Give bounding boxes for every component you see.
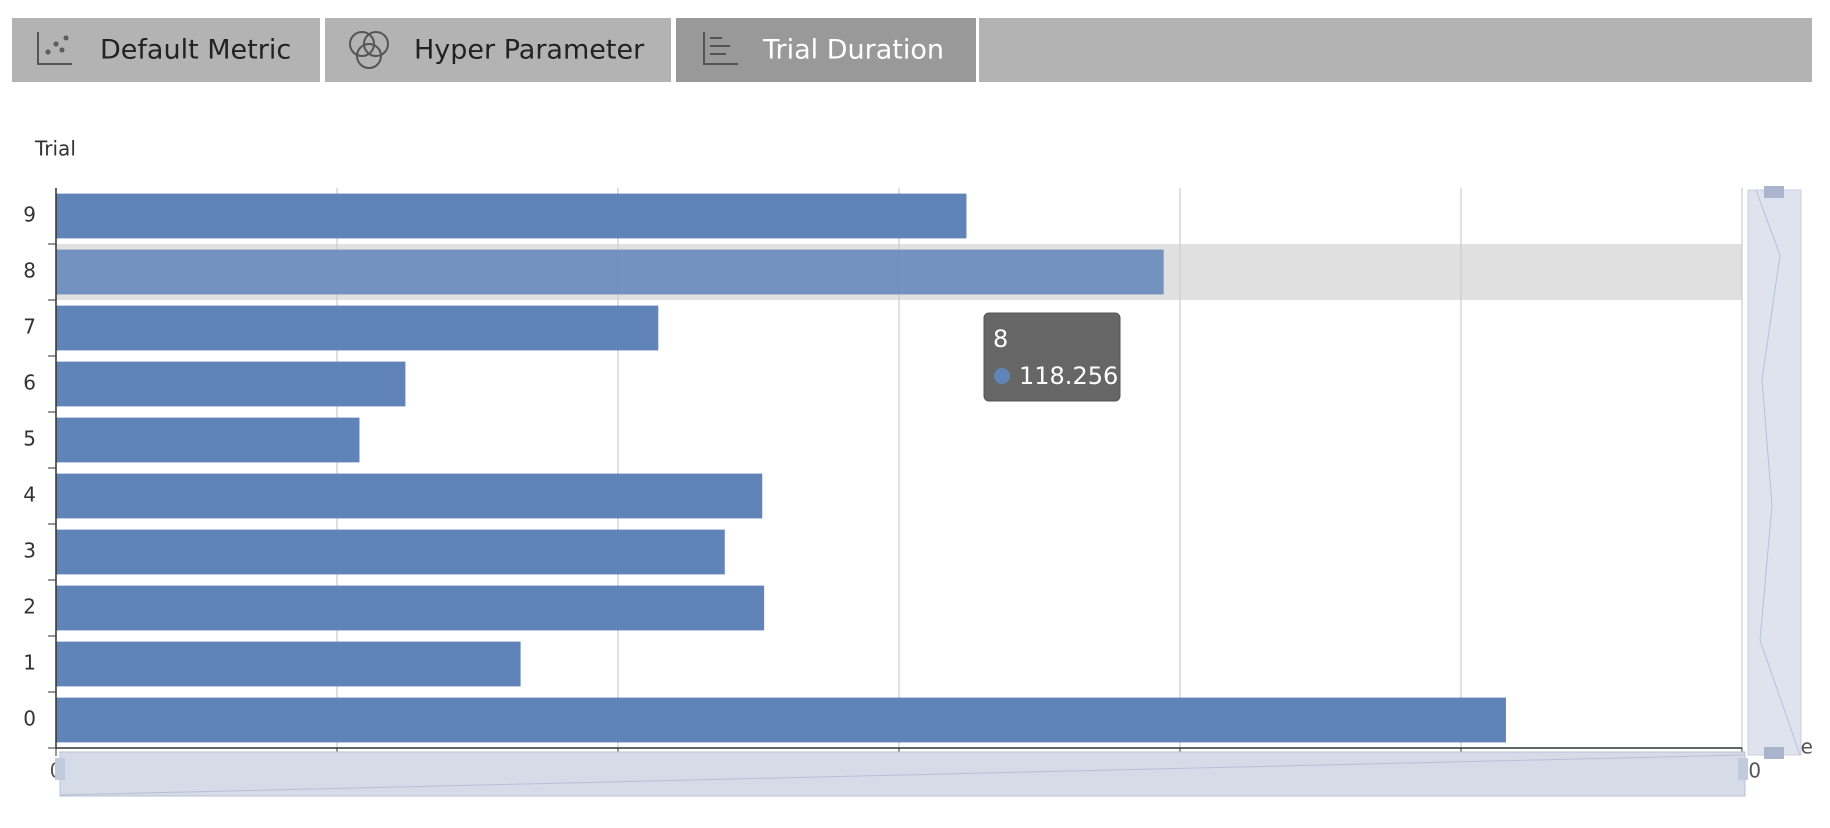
bar [56,249,1164,295]
tooltip-marker [994,368,1010,384]
bar [56,193,967,239]
y-tick-label: 2 [23,595,36,619]
y-axis-label: Trial [34,137,76,161]
right-zoom-slider[interactable] [1747,186,1802,759]
y-tick-label: 6 [23,371,36,395]
tab-label: Trial Duration [762,35,944,66]
y-tick-label: 4 [23,483,36,507]
plot: 03060901201501800123456789 [23,188,1761,783]
y-tick-label: 8 [23,259,36,283]
bottom-zoom-slider[interactable] [55,751,1748,797]
bar [56,473,763,519]
tooltip-value: 118.256 [1019,362,1118,390]
tab-active[interactable] [676,18,976,82]
bar [56,417,360,463]
bar [56,697,1506,743]
y-tick-label: 0 [23,707,36,731]
bar [56,361,406,407]
bar [56,585,765,631]
y-tick-label: 1 [23,651,36,675]
bar [56,529,725,575]
tab-icon [37,32,72,65]
y-tick-label: 9 [23,203,36,227]
tooltip-title: 8 [993,325,1008,353]
tab-label: Default Metric [100,35,291,66]
tooltip: 8 118.256 [983,312,1121,402]
tab[interactable] [325,18,671,82]
bar [56,641,521,687]
tab-icon [703,32,738,65]
y-tick-label: 7 [23,315,36,339]
tab-icon [349,31,389,69]
tab-bar-filler [979,18,1812,82]
y-tick-label: 3 [23,539,36,563]
y-tick-label: 5 [23,427,36,451]
tab-label: Hyper Parameter [414,35,645,66]
bar [56,305,659,351]
